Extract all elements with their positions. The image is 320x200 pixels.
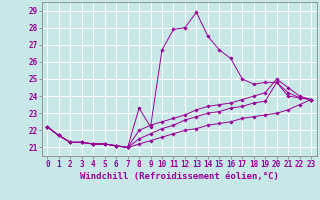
X-axis label: Windchill (Refroidissement éolien,°C): Windchill (Refroidissement éolien,°C): [80, 172, 279, 181]
